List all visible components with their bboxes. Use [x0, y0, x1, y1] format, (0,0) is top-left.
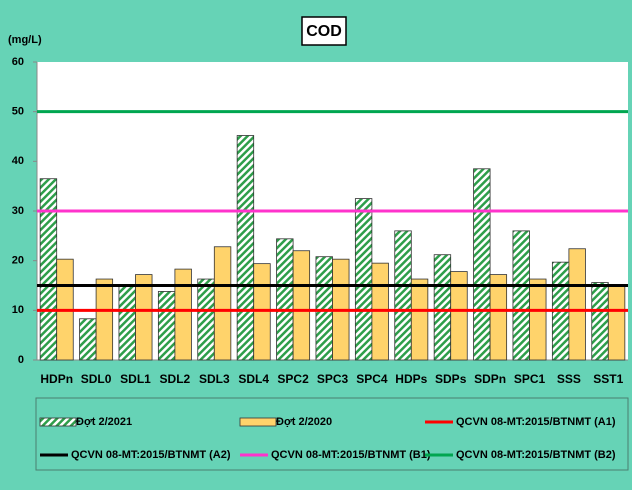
bar [79, 318, 97, 361]
bar [473, 168, 491, 361]
bar [607, 284, 626, 361]
bar [568, 248, 586, 361]
bar [135, 274, 153, 361]
x-tick-label: SST1 [593, 372, 623, 386]
bar [276, 238, 294, 361]
y-axis-label: (mg/L) [8, 34, 42, 46]
legend-label: QCVN 08-MT:2015/BTNMT (B2) [456, 449, 616, 461]
x-tick-label: SPC4 [356, 372, 388, 386]
bar [95, 278, 114, 361]
bar [512, 230, 530, 361]
bar [529, 278, 547, 361]
legend-label: QCVN 08-MT:2015/BTNMT (B1) [271, 449, 431, 461]
bar [394, 230, 412, 361]
legend-label: QCVN 08-MT:2015/BTNMT (A1) [456, 416, 616, 428]
bar [39, 178, 58, 361]
bar [174, 268, 192, 361]
x-tick-label: SDPn [474, 372, 506, 386]
bar [197, 278, 215, 361]
y-tick-label: 20 [12, 255, 24, 267]
chart-title: COD [306, 23, 342, 40]
legend-box [35, 397, 629, 471]
x-tick-label: SDL4 [238, 372, 269, 386]
y-tick-label: 60 [12, 56, 24, 68]
bar [450, 271, 468, 361]
y-tick-label: 50 [12, 106, 24, 118]
legend-label: Đợt 2/2021 [76, 416, 132, 428]
y-tick-label: 30 [12, 205, 24, 217]
x-tick-label: SDL3 [199, 372, 230, 386]
bar [433, 254, 452, 361]
title-box [301, 16, 347, 46]
legend-label: Đợt 2/2020 [276, 416, 332, 428]
x-tick-label: HDPs [395, 372, 427, 386]
x-tick-label: SDL2 [160, 372, 191, 386]
bar [157, 291, 176, 361]
bar [292, 250, 311, 361]
bar [591, 282, 609, 361]
y-tick-label: 0 [18, 354, 24, 366]
x-tick-label: SSS [557, 372, 581, 386]
bar [315, 256, 333, 361]
legend-swatch [39, 417, 77, 427]
x-tick-label: SDPs [435, 372, 467, 386]
x-tick-label: SDL1 [120, 372, 151, 386]
x-tick-label: SPC3 [317, 372, 349, 386]
x-tick-label: SPC2 [277, 372, 309, 386]
bar [236, 135, 255, 361]
y-tick-label: 10 [12, 304, 24, 316]
bar [354, 198, 373, 361]
bar [489, 274, 508, 361]
x-tick-label: SDL0 [81, 372, 112, 386]
y-tick-label: 40 [12, 155, 24, 167]
legend-swatch [239, 417, 277, 427]
legend-label: QCVN 08-MT:2015/BTNMT (A2) [71, 449, 231, 461]
bar [118, 285, 136, 361]
bar [213, 246, 232, 361]
x-tick-label: SPC1 [514, 372, 546, 386]
bar [410, 278, 429, 361]
x-tick-label: HDPn [40, 372, 73, 386]
